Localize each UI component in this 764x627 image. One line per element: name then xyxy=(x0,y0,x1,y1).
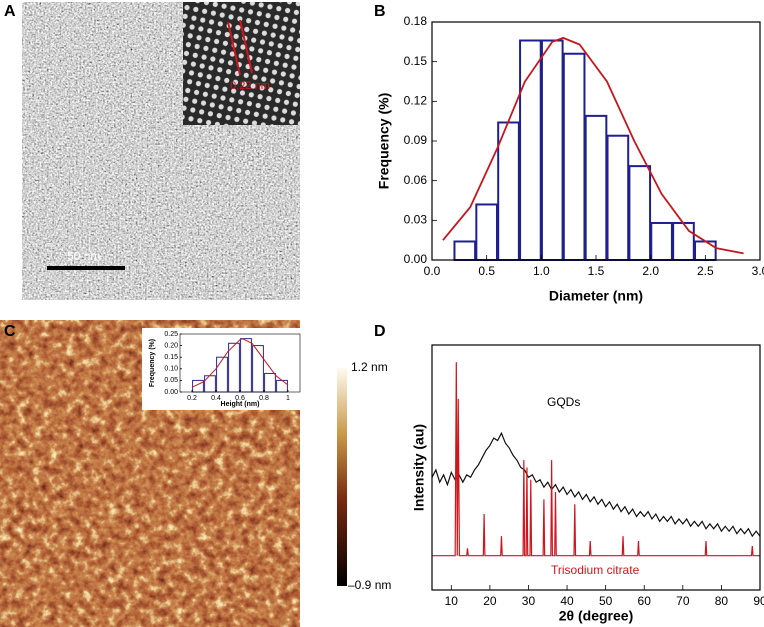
y-tick-label: 0.20 xyxy=(164,342,178,349)
bar xyxy=(475,203,499,261)
bar xyxy=(628,165,652,261)
series-label: GQDs xyxy=(547,395,580,409)
scale-label: 50 nm xyxy=(67,249,100,263)
x-tick-label: 1.5 xyxy=(588,264,605,278)
x-tick-label: 1.0 xyxy=(533,264,550,278)
colorbar-max: 1.2 nm xyxy=(351,360,388,374)
y-axis-title: Frequency (%) xyxy=(376,93,392,189)
x-tick-label: 2.5 xyxy=(697,264,714,278)
y-tick-label: 0.05 xyxy=(164,377,178,384)
y-tick-label: 0.10 xyxy=(164,366,178,373)
series-label: Trisodium citrate xyxy=(551,563,640,577)
hrtem-inset xyxy=(183,2,300,125)
x-tick-label: 0.8 xyxy=(259,395,269,402)
bar xyxy=(453,240,477,262)
colorbar-min: –0.9 nm xyxy=(348,578,391,592)
lattice-line xyxy=(239,19,253,74)
panel-label: C xyxy=(4,323,16,340)
y-tick-label: 0.15 xyxy=(164,354,178,361)
panel-label: B xyxy=(374,3,386,20)
x-tick-label: 10 xyxy=(445,594,459,608)
x-tick-label: 80 xyxy=(715,594,729,608)
panel-label: D xyxy=(374,323,386,340)
inset-background xyxy=(142,328,306,410)
x-tick-label: 40 xyxy=(560,594,574,608)
plot-frame xyxy=(431,21,761,261)
x-tick-label: 50 xyxy=(599,594,613,608)
bar xyxy=(650,221,673,262)
x-axis-title: 2θ (degree) xyxy=(559,608,633,624)
x-tick-label: 0.4 xyxy=(211,395,221,402)
panel-label: A xyxy=(4,3,16,20)
x-tick-label: 90 xyxy=(753,594,764,608)
x-tick-label: 60 xyxy=(638,594,652,608)
x-tick-label: 0.0 xyxy=(424,264,441,278)
bar xyxy=(606,134,630,261)
x-tick-label: 3.0 xyxy=(752,264,764,278)
y-tick-label: 0.09 xyxy=(404,133,428,147)
x-axis-title: Diameter (nm) xyxy=(549,288,643,304)
fit-curve xyxy=(191,338,289,388)
colorbar xyxy=(337,368,347,586)
bar xyxy=(672,221,695,262)
x-tick-label: 20 xyxy=(483,594,497,608)
bar xyxy=(497,121,520,261)
fit-curve xyxy=(442,36,744,255)
bar xyxy=(540,39,564,262)
x-axis-title: Height (nm) xyxy=(221,401,260,408)
y-tick-label: 0.06 xyxy=(404,173,428,187)
x-tick-label: 30 xyxy=(522,594,536,608)
plot-frame xyxy=(431,344,761,591)
x-tick-label: 1 xyxy=(286,395,290,402)
bar xyxy=(562,52,586,261)
lattice-line xyxy=(227,21,241,76)
y-tick-label: 0.12 xyxy=(404,94,428,108)
y-tick-label: 0.25 xyxy=(164,331,178,338)
y-tick-label: 0.00 xyxy=(164,389,178,396)
x-tick-label: 0.5 xyxy=(478,264,495,278)
y-tick-label: 0.00 xyxy=(404,252,428,266)
bar xyxy=(584,114,608,261)
y-tick-label: 0.03 xyxy=(404,213,428,227)
x-tick-label: 2.0 xyxy=(642,264,659,278)
series-line xyxy=(432,362,760,557)
lattice-label: 0.22 nm xyxy=(230,80,270,92)
x-tick-label: 70 xyxy=(676,594,690,608)
y-tick-label: 0.18 xyxy=(404,14,428,28)
y-axis-title: Frequency (%) xyxy=(149,339,156,387)
x-tick-label: 0.6 xyxy=(235,395,245,402)
x-tick-label: 0.2 xyxy=(187,395,197,402)
series-line xyxy=(431,431,761,538)
y-axis-title: Intensity (au) xyxy=(411,424,427,511)
y-tick-label: 0.15 xyxy=(404,54,428,68)
